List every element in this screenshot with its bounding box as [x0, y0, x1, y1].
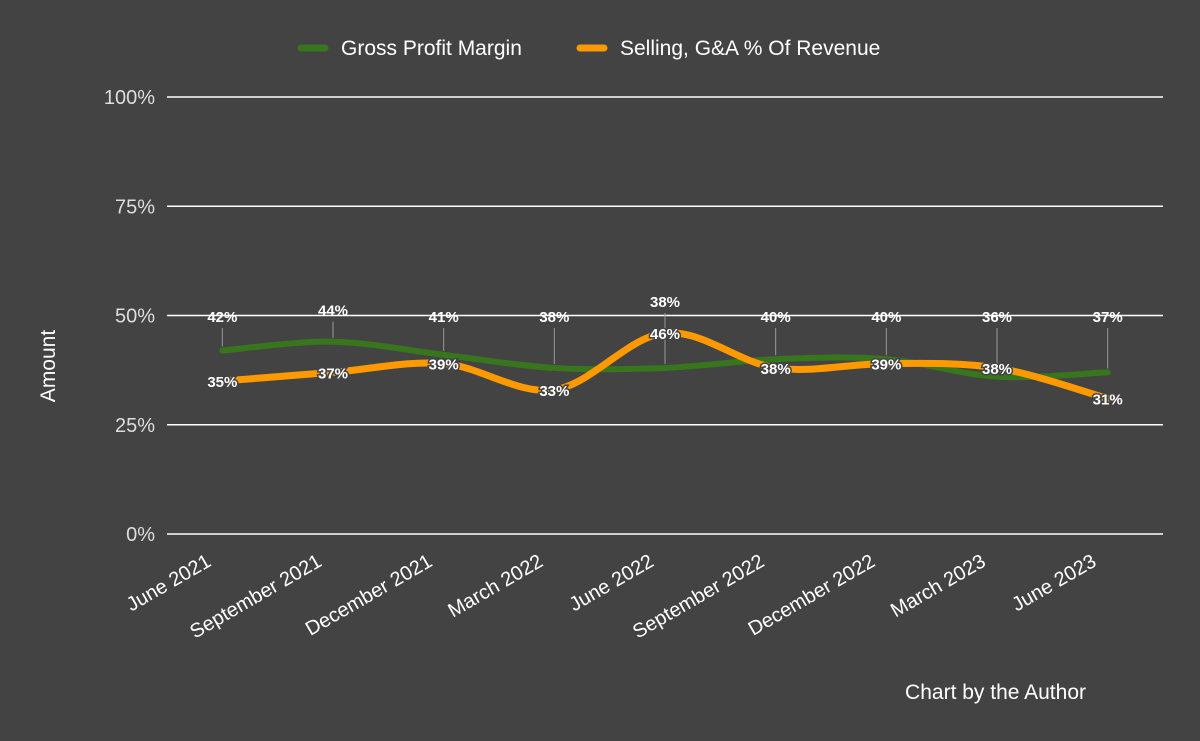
- y-axis-title: Amount: [37, 330, 60, 403]
- y-tick-label: 25%: [115, 415, 155, 437]
- x-tick-label: March 2023: [887, 550, 989, 622]
- y-tick-label: 100%: [104, 87, 155, 109]
- y-tick-label: 50%: [115, 306, 155, 328]
- data-label: 38%: [761, 361, 791, 378]
- y-tick-label: 0%: [126, 524, 155, 546]
- x-tick-label: June 2023: [1008, 550, 1100, 616]
- data-label: 38%: [982, 361, 1012, 378]
- y-tick-label: 75%: [115, 196, 155, 218]
- data-label: 38%: [539, 309, 569, 326]
- series-line-1: [219, 338, 1111, 381]
- data-label: 35%: [207, 374, 237, 391]
- data-label: 37%: [318, 365, 348, 382]
- data-label: 39%: [871, 357, 901, 374]
- data-label: 36%: [982, 309, 1012, 326]
- x-tick-label: March 2022: [444, 550, 546, 622]
- data-label: 44%: [318, 303, 348, 320]
- data-label: 42%: [207, 309, 237, 326]
- data-label: 31%: [1093, 392, 1123, 409]
- chart-credit: Chart by the Author: [905, 681, 1086, 704]
- data-label: 46%: [650, 326, 680, 343]
- data-label: 40%: [871, 309, 901, 326]
- data-label: 38%: [650, 294, 680, 311]
- data-label: 37%: [1093, 309, 1123, 326]
- data-label: 41%: [429, 309, 459, 326]
- legend-label: Gross Profit Margin: [341, 37, 522, 60]
- data-label: 39%: [429, 357, 459, 374]
- x-tick-label: June 2022: [566, 550, 658, 616]
- y-axis-ticks: 0% 25% 50% 75% 100%: [104, 87, 155, 546]
- data-label: 33%: [539, 383, 569, 400]
- legend: Gross Profit Margin Selling, G&A % Of Rev…: [297, 37, 880, 60]
- data-labels: 42% 44% 41% 38% 38% 40% 40% 36% 37% 35% 37% 39% 33% 4…: [206, 294, 1124, 410]
- x-tick-label: June 2021: [123, 550, 215, 616]
- data-label: 40%: [761, 309, 791, 326]
- legend-label: Selling, G&A % Of Revenue: [620, 37, 880, 60]
